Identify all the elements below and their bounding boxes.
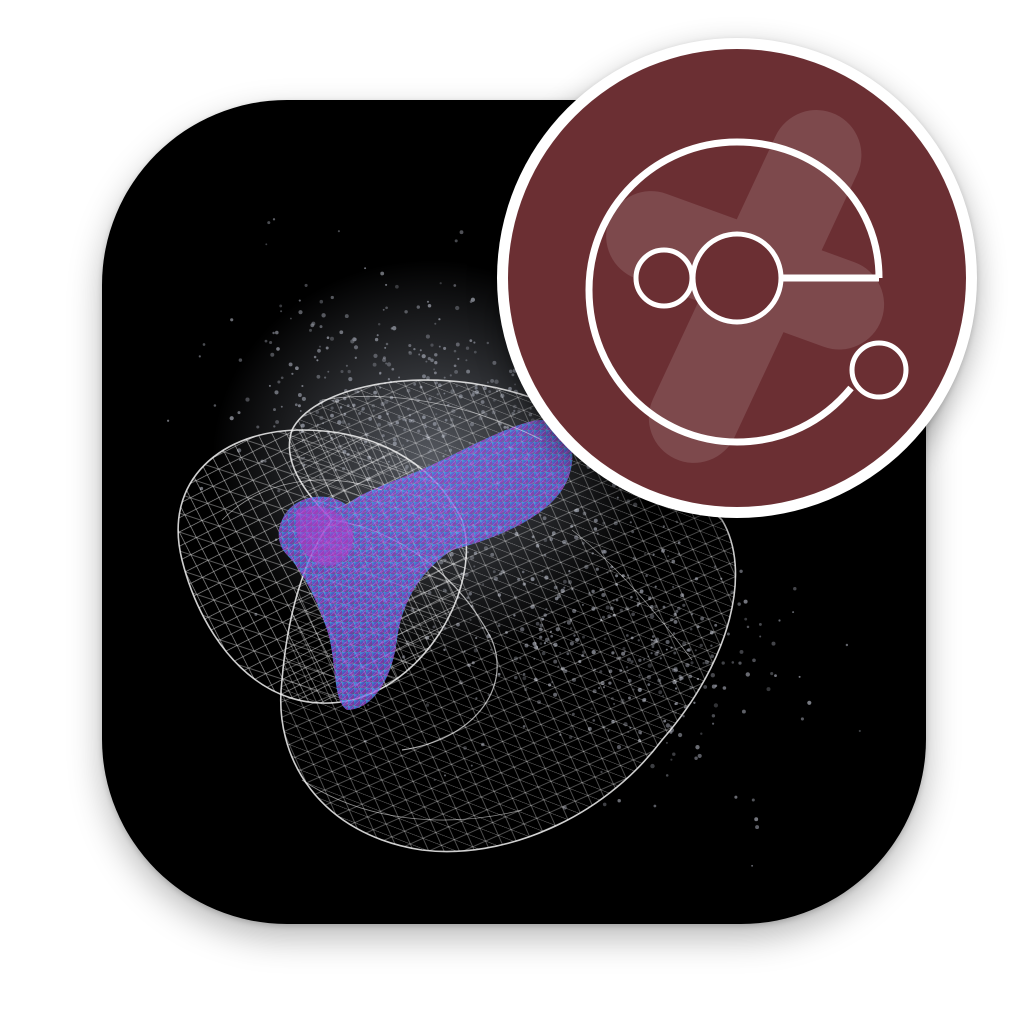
point-cloud-dot (770, 672, 774, 676)
point-cloud-dot (653, 804, 657, 808)
point-cloud-dot (230, 318, 234, 322)
point-cloud-dot (755, 825, 760, 830)
point-cloud-dot (713, 703, 719, 708)
point-cloud-dot (778, 619, 781, 622)
point-cloud-dot (743, 599, 748, 604)
point-cloud-dot (693, 701, 696, 704)
point-cloud-dot (798, 675, 801, 678)
point-cloud-dot (793, 586, 797, 591)
point-cloud-dot (267, 221, 271, 225)
point-cloud-dot (279, 304, 283, 308)
point-cloud-dot (738, 661, 742, 665)
point-cloud-dot (800, 717, 804, 721)
tail-node-icon (849, 340, 909, 400)
point-cloud-dot (759, 635, 762, 638)
point-cloud-dot (304, 283, 308, 287)
point-cloud-dot (758, 622, 762, 626)
point-cloud-dot (459, 230, 464, 235)
point-cloud-dot (739, 649, 744, 654)
point-cloud-dot (792, 611, 795, 614)
point-cloud-dot (454, 239, 458, 243)
point-cloud-dot (711, 714, 716, 718)
point-cloud-dot (364, 267, 367, 270)
point-cloud-dot (198, 355, 201, 358)
point-cloud-dot (807, 700, 812, 705)
point-cloud-dot (710, 673, 715, 678)
point-cloud-dot (751, 864, 754, 867)
point-cloud-dot (845, 643, 849, 647)
node-circles (633, 231, 909, 400)
point-cloud-dot (754, 817, 759, 822)
point-cloud-dot (166, 419, 170, 422)
point-cloud-dot (694, 756, 698, 760)
point-cloud-dot (712, 722, 715, 725)
point-cloud-dot (745, 672, 750, 677)
point-cloud-dot (665, 774, 669, 777)
point-cloud-dot (213, 404, 217, 407)
point-cloud-dot (771, 641, 776, 646)
e-logo-with-nodes-icon (508, 49, 966, 507)
point-cloud-dot (265, 243, 268, 246)
point-cloud-dot (711, 684, 716, 689)
point-cloud-dot (774, 674, 777, 678)
point-cloud-dot (751, 798, 755, 802)
point-cloud-dot (617, 798, 621, 803)
point-cloud-dot (744, 617, 748, 621)
point-cloud-dot (665, 741, 668, 744)
point-cloud-dot (670, 758, 673, 761)
logo-badge (497, 38, 977, 518)
point-cloud-dot (697, 753, 702, 758)
point-cloud-dot (726, 632, 730, 636)
point-cloud-dot (722, 686, 727, 690)
point-cloud-dot (739, 569, 743, 573)
point-cloud-dot (202, 343, 206, 346)
point-cloud-dot (858, 729, 861, 733)
point-cloud-dot (752, 658, 756, 663)
point-cloud-dot (672, 752, 676, 756)
point-cloud-dot (746, 625, 750, 629)
left-node-icon (633, 247, 695, 309)
center-node-icon (690, 231, 784, 325)
point-cloud-dot (731, 661, 735, 664)
wireframe-highlight-strokes (221, 396, 693, 821)
point-cloud-dot (280, 310, 283, 313)
point-cloud-dot (337, 230, 340, 233)
e-glyph (585, 138, 883, 446)
point-cloud-dot (700, 732, 703, 735)
point-cloud-dot (766, 687, 771, 692)
point-cloud-dot (734, 795, 738, 799)
point-cloud-dot (682, 714, 685, 718)
point-cloud-dot (695, 745, 700, 750)
point-cloud-dot (721, 661, 725, 665)
point-cloud-dot (677, 732, 683, 738)
point-cloud-dot (272, 218, 276, 221)
density-volume (278, 420, 573, 710)
point-cloud-dot (737, 602, 741, 606)
point-cloud-dot (602, 802, 607, 807)
point-cloud-dot (703, 685, 708, 689)
point-cloud-dot (741, 709, 746, 714)
point-cloud-dot (650, 763, 655, 769)
